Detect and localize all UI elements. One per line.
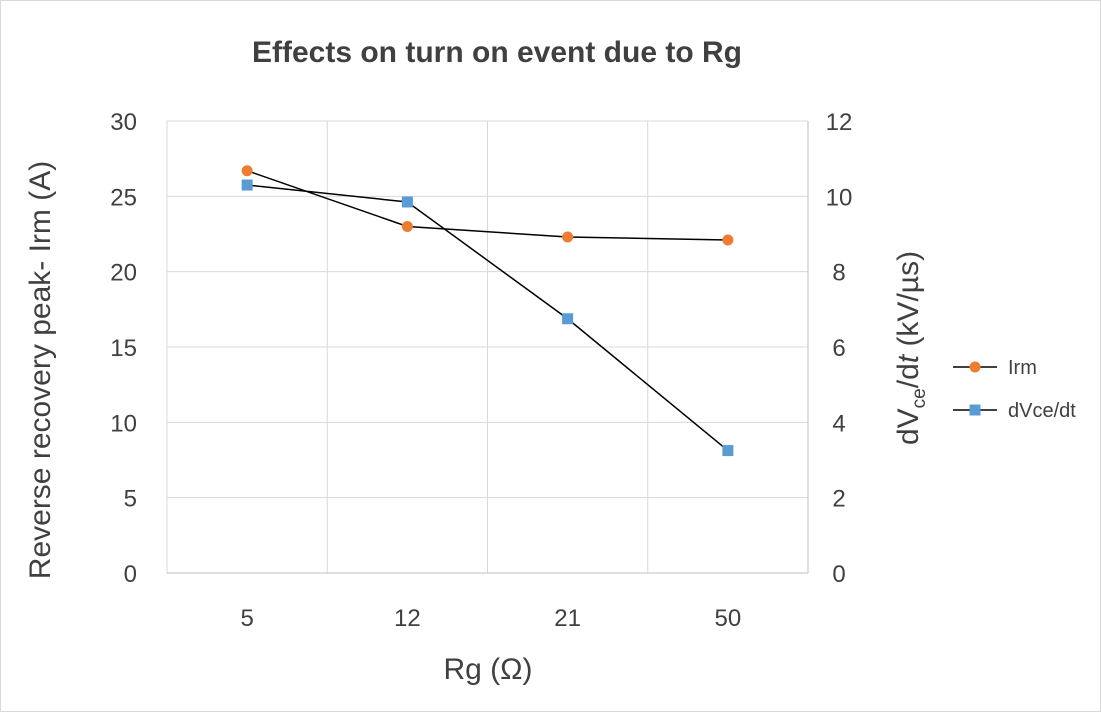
tick-labels: 0 5 10 15 20 25 30 0 2 4 6 8 10 12 5 12 21 50 bbox=[110, 109, 852, 632]
y-axis-right-title: dVce/dt (kV/µs) bbox=[892, 251, 930, 445]
y-right-tick-label: 12 bbox=[826, 109, 853, 136]
y-right-tick-label: 6 bbox=[832, 335, 845, 362]
y-right-title-suffix: (kV/µs) bbox=[892, 251, 925, 355]
data-point-dvce-dt bbox=[562, 313, 574, 325]
series-line-0 bbox=[246, 170, 728, 241]
y-right-title-italic: t bbox=[892, 353, 925, 363]
y-right-title-subscript: ce bbox=[909, 388, 930, 408]
y-left-tick-label: 25 bbox=[110, 184, 137, 211]
legend: Irm dVce/dt bbox=[953, 357, 1076, 422]
x-tick-label: 21 bbox=[554, 605, 581, 632]
y-left-tick-label: 0 bbox=[124, 561, 137, 588]
y-left-tick-label: 5 bbox=[124, 486, 137, 513]
y-right-tick-label: 2 bbox=[832, 486, 845, 513]
data-point-dvce-dt bbox=[722, 445, 734, 457]
x-tick-label: 50 bbox=[715, 605, 742, 632]
series-markers bbox=[241, 165, 734, 457]
y-left-tick-label: 15 bbox=[110, 335, 137, 362]
y-left-tick-label: 20 bbox=[110, 260, 137, 287]
y-right-tick-label: 4 bbox=[832, 410, 845, 437]
series-lines bbox=[246, 170, 729, 452]
data-point-dvce-dt bbox=[241, 179, 253, 191]
data-point-irm bbox=[722, 234, 734, 246]
chart-title: Effects on turn on event due to Rg bbox=[252, 36, 742, 69]
data-point-irm bbox=[401, 220, 413, 232]
y-right-tick-label: 8 bbox=[832, 260, 845, 287]
legend-marker bbox=[969, 404, 981, 416]
legend-label: dVce/dt bbox=[1008, 400, 1076, 422]
legend-marker bbox=[969, 361, 981, 373]
legend-label: Irm bbox=[1008, 357, 1037, 379]
y-right-title-middle: /d bbox=[892, 363, 925, 388]
data-point-dvce-dt bbox=[401, 196, 413, 208]
data-point-irm bbox=[562, 231, 574, 243]
data-point-irm bbox=[241, 165, 253, 177]
x-tick-label: 5 bbox=[240, 605, 253, 632]
y-right-tick-label: 10 bbox=[826, 184, 853, 211]
y-right-title-prefix: dV bbox=[892, 408, 925, 445]
series-line-1 bbox=[247, 184, 729, 452]
y-right-tick-label: 0 bbox=[832, 561, 845, 588]
axes bbox=[166, 121, 809, 574]
x-axis-title: Rg (Ω) bbox=[443, 653, 532, 686]
y-axis-left-title: Reverse recovery peak- Irm (A) bbox=[24, 161, 57, 579]
x-tick-label: 12 bbox=[394, 605, 421, 632]
y-left-tick-label: 10 bbox=[110, 410, 137, 437]
y-left-tick-label: 30 bbox=[110, 109, 137, 136]
